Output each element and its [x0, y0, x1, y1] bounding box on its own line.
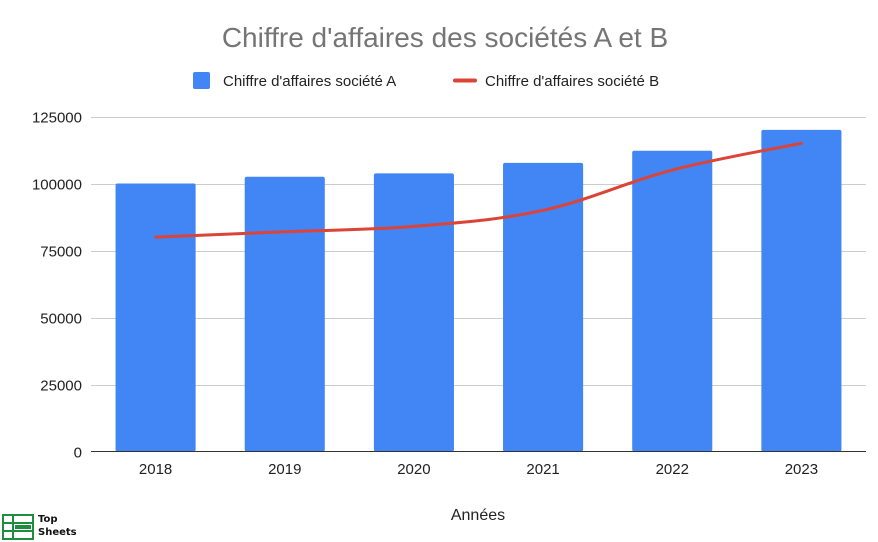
- gridlines: [91, 117, 866, 386]
- legend: Chiffre d'affaires société A Chiffre d'a…: [193, 72, 659, 90]
- legend-label-b: Chiffre d'affaires société B: [485, 73, 659, 90]
- legend-swatch-a: [193, 72, 210, 89]
- y-tick-label: 75000: [40, 244, 82, 261]
- y-tick-label: 25000: [40, 378, 82, 395]
- brand-logo-text: Top Sheets: [38, 513, 77, 539]
- brand-line-2: Sheets: [38, 527, 77, 538]
- x-tick-label: 2023: [785, 461, 818, 478]
- spreadsheet-icon: [2, 514, 34, 540]
- x-tick-label: 2022: [656, 461, 689, 478]
- x-tick-label: 2019: [268, 461, 301, 478]
- bar-series-a: [115, 183, 196, 452]
- brand-line-1: Top: [38, 514, 58, 525]
- bar-series-a: [503, 162, 584, 452]
- y-tick-label: 0: [74, 445, 82, 462]
- bar-series-a: [244, 176, 325, 452]
- line-series-b: [154, 141, 803, 239]
- bar-series-a: [632, 150, 713, 452]
- y-axis-ticks: 0 25000 50000 75000 100000 125000: [32, 110, 82, 462]
- x-axis-ticks: 2018 2019 2020 2021 2022 2023: [139, 461, 818, 478]
- y-tick-label: 50000: [40, 311, 82, 328]
- bar-series-a: [373, 173, 454, 452]
- brand-logo: Top Sheets: [2, 513, 82, 541]
- y-tick-label: 100000: [32, 177, 82, 194]
- x-tick-label: 2020: [397, 461, 430, 478]
- bars-series-a: [115, 129, 842, 452]
- x-tick-label: 2021: [526, 461, 559, 478]
- x-tick-label: 2018: [139, 461, 172, 478]
- bar-series-a: [761, 129, 842, 452]
- y-tick-label: 125000: [32, 110, 82, 127]
- legend-label-a: Chiffre d'affaires société A: [223, 73, 396, 90]
- line-series-b-path: [154, 141, 803, 239]
- chart-title: Chiffre d'affaires des sociétés A et B: [222, 22, 668, 53]
- x-axis-title: Années: [451, 507, 505, 524]
